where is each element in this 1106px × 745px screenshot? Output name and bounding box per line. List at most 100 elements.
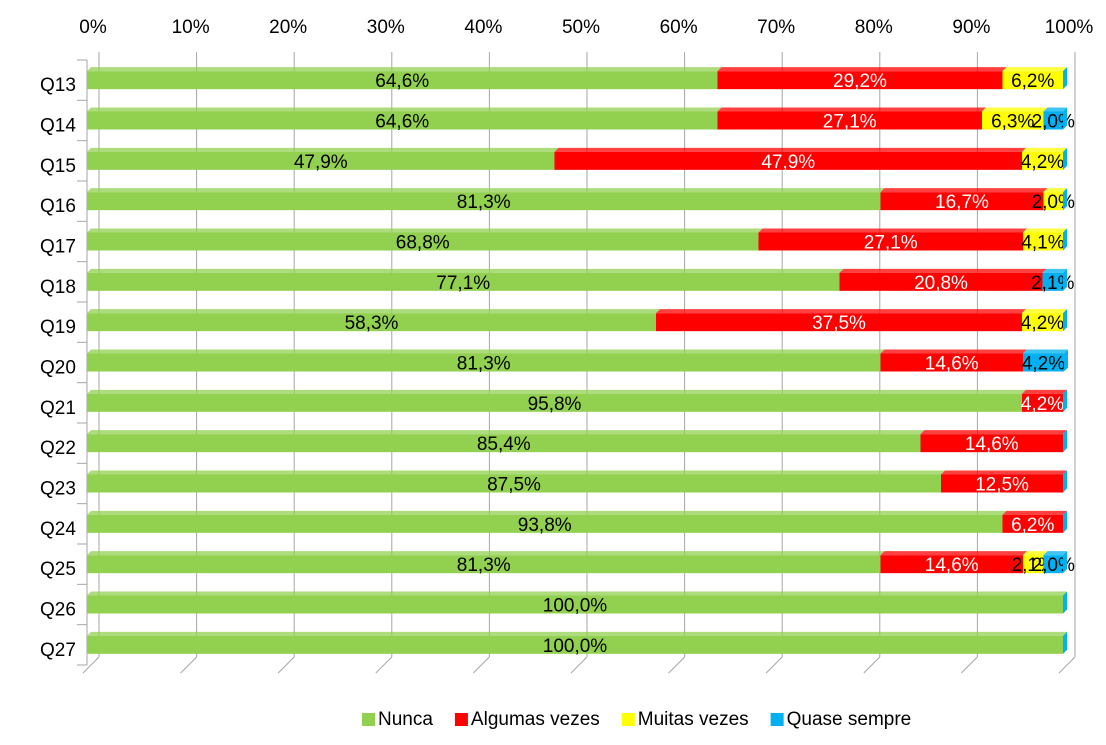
- bar: [87, 434, 921, 453]
- bar-segment: [656, 309, 1027, 332]
- bar: [1042, 272, 1063, 291]
- x-tick-label: 30%: [367, 17, 405, 38]
- data-label: 4,2%: [1021, 394, 1064, 415]
- bar: [87, 595, 1063, 614]
- bar-top: [1043, 107, 1067, 112]
- data-label: 4,2%: [1022, 354, 1065, 375]
- bar-segment: [87, 107, 722, 130]
- bar-segment: [839, 268, 1047, 291]
- bar-top: [1042, 268, 1067, 273]
- grid-line: [668, 656, 685, 674]
- bar: [554, 151, 1023, 170]
- data-label: 81,3%: [457, 192, 511, 213]
- data-label: 6,2%: [1011, 515, 1054, 536]
- data-label: 64,6%: [375, 71, 429, 92]
- bar-top: [656, 309, 1027, 314]
- y-tick-label: Q27: [40, 640, 76, 661]
- bar: [87, 474, 941, 493]
- bar-top: [1022, 309, 1067, 314]
- data-label: 81,3%: [457, 555, 511, 576]
- data-label: 14,6%: [925, 354, 979, 375]
- bar-top: [87, 389, 1027, 394]
- bar: [1022, 151, 1063, 170]
- bar-top: [87, 349, 885, 354]
- bar-top: [87, 470, 945, 475]
- bar-end: [1063, 228, 1067, 251]
- bar-segment: [87, 470, 945, 493]
- bar-top: [1043, 188, 1067, 193]
- grid-line: [473, 656, 490, 674]
- bar: [880, 555, 1023, 574]
- bar: [87, 555, 881, 574]
- legend-label: Algumas vezes: [471, 709, 600, 730]
- bar: [1002, 514, 1063, 533]
- bar-top: [87, 631, 1067, 636]
- x-tick-label: 90%: [952, 17, 990, 38]
- y-tick-label: Q21: [40, 398, 76, 419]
- bar-end: [1063, 147, 1067, 170]
- bar-segment: [87, 510, 1007, 533]
- data-label: 47,9%: [761, 152, 815, 173]
- y-tick-label: Q13: [40, 75, 76, 96]
- bar-segment: [87, 631, 1067, 654]
- bar-end: [1063, 188, 1067, 211]
- data-label: 2,0%: [1032, 555, 1075, 576]
- y-tick-label: Q26: [40, 600, 76, 621]
- bar-top: [87, 228, 763, 233]
- bar-segment: [87, 309, 661, 332]
- bar-end: [1063, 389, 1067, 412]
- bar-top: [87, 591, 1067, 596]
- data-label: 87,5%: [487, 475, 541, 496]
- bar: [87, 353, 881, 372]
- bar: [87, 514, 1003, 533]
- bar-top: [87, 147, 559, 152]
- bar: [1043, 192, 1063, 211]
- y-tick-label: Q25: [40, 559, 76, 580]
- y-tick-label: Q16: [40, 196, 76, 217]
- bar-segment: [87, 591, 1067, 614]
- data-label: 100,0%: [543, 596, 608, 617]
- bar-top: [880, 349, 1027, 354]
- bar-end: [1063, 631, 1067, 654]
- bar: [717, 71, 1003, 90]
- grid-line: [277, 656, 295, 674]
- bar-top: [1022, 389, 1067, 394]
- data-label: 4,2%: [1021, 313, 1064, 334]
- bar-top: [1022, 147, 1067, 152]
- bar: [87, 232, 759, 251]
- legend-swatch: [454, 713, 468, 726]
- grid-line: [82, 656, 100, 674]
- bar: [87, 272, 840, 291]
- data-label: 37,5%: [812, 313, 866, 334]
- bar-top: [1022, 228, 1067, 233]
- bar-end: [1063, 309, 1067, 332]
- bar-segment: [87, 67, 722, 90]
- x-tick-label: 80%: [855, 17, 893, 38]
- bar: [941, 474, 1063, 493]
- bar-segment: [87, 551, 885, 574]
- bar-segment: [920, 430, 1067, 453]
- bar-top: [758, 228, 1027, 233]
- bar-top: [717, 107, 986, 112]
- data-label: 95,8%: [528, 394, 582, 415]
- bar: [1022, 353, 1064, 372]
- bar-top: [941, 470, 1067, 475]
- data-label: 64,6%: [375, 112, 429, 133]
- data-label: 14,6%: [965, 434, 1019, 455]
- data-label: 27,1%: [823, 112, 877, 133]
- bar-segment: [1042, 268, 1067, 291]
- data-label: 6,2%: [1011, 71, 1054, 92]
- bar-end: [1063, 470, 1067, 493]
- grid-line: [1058, 656, 1076, 674]
- grid-line: [765, 656, 783, 674]
- bar-segment: [717, 107, 986, 130]
- data-label: 4,1%: [1021, 233, 1064, 254]
- bar-end: [1063, 268, 1067, 291]
- grid-line: [961, 656, 978, 674]
- bar: [87, 393, 1023, 412]
- bar-top: [880, 188, 1048, 193]
- data-label: 4,2%: [1021, 152, 1064, 173]
- bar-end: [1063, 551, 1067, 574]
- bar-end: [1063, 510, 1067, 533]
- grid-line: [180, 656, 197, 674]
